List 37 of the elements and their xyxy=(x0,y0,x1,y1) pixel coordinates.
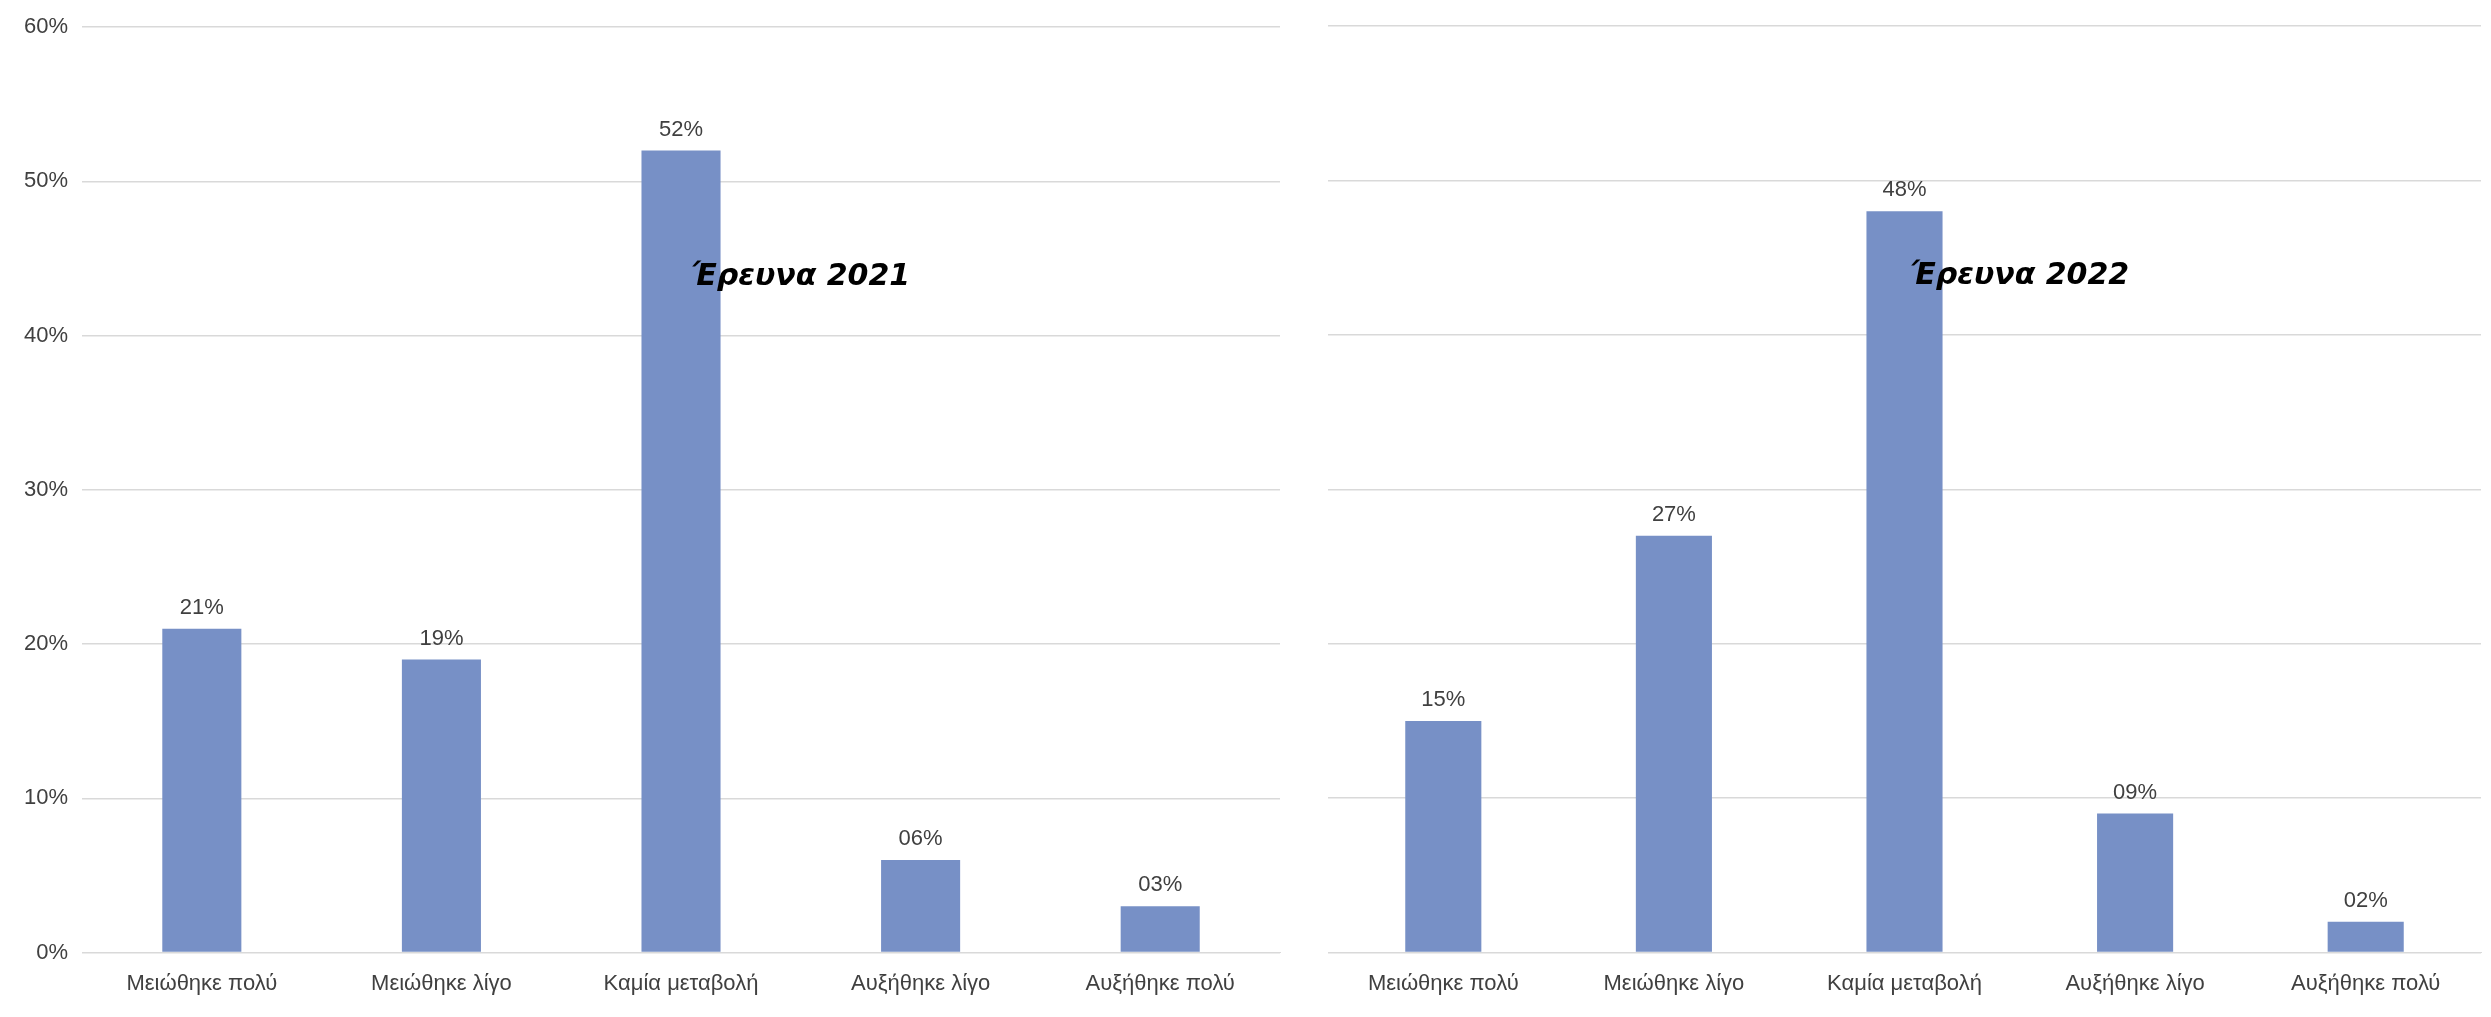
y-tick-label: 30% xyxy=(23,475,69,501)
x-tick-label: Μειώθηκε λίγο xyxy=(1603,969,1745,995)
bar xyxy=(2097,813,2174,952)
data-label: 52% xyxy=(658,115,704,141)
y-tick-label: 50% xyxy=(23,167,69,193)
bar xyxy=(881,860,961,952)
bar xyxy=(2327,921,2404,952)
x-tick-label: Καμία μεταβολή xyxy=(1827,969,1982,995)
y-tick-label: 60% xyxy=(23,13,69,39)
data-label: 21% xyxy=(179,593,224,619)
bar xyxy=(1120,906,1200,952)
y-tick-label: 20% xyxy=(23,630,69,656)
x-tick-label: Αυξήθηκε λίγο xyxy=(2065,969,2205,995)
data-label: 27% xyxy=(1651,500,1696,526)
data-label: 02% xyxy=(2343,886,2388,912)
data-label: 15% xyxy=(1421,686,1466,712)
x-tick-label: Αυξήθηκε πολύ xyxy=(1085,969,1235,995)
data-label: 48% xyxy=(1882,176,1927,202)
x-tick-label: Μειώθηκε λίγο xyxy=(371,969,512,995)
annotation: Έρευνα 2021 xyxy=(691,256,911,292)
x-tick-label: Αυξήθηκε λίγο xyxy=(850,969,991,995)
x-tick-label: Καμία μεταβολή xyxy=(603,969,759,995)
y-tick-label: 40% xyxy=(23,321,69,347)
data-label: 03% xyxy=(1138,871,1183,897)
data-label: 19% xyxy=(419,624,464,650)
bar xyxy=(1405,720,1482,952)
y-tick-label: 0% xyxy=(36,938,69,964)
bar xyxy=(1635,535,1712,952)
y-tick-label: 10% xyxy=(23,784,69,810)
bar xyxy=(401,659,481,952)
data-label: 09% xyxy=(2113,778,2158,804)
x-tick-label: Μειώθηκε πολύ xyxy=(1367,969,1519,995)
data-label: 06% xyxy=(898,825,943,851)
x-tick-label: Αυξήθηκε πολύ xyxy=(2291,969,2441,995)
x-tick-label: Μειώθηκε πολύ xyxy=(126,969,278,995)
annotation: Έρευνα 2022 xyxy=(1910,255,2130,291)
bar xyxy=(162,628,242,952)
